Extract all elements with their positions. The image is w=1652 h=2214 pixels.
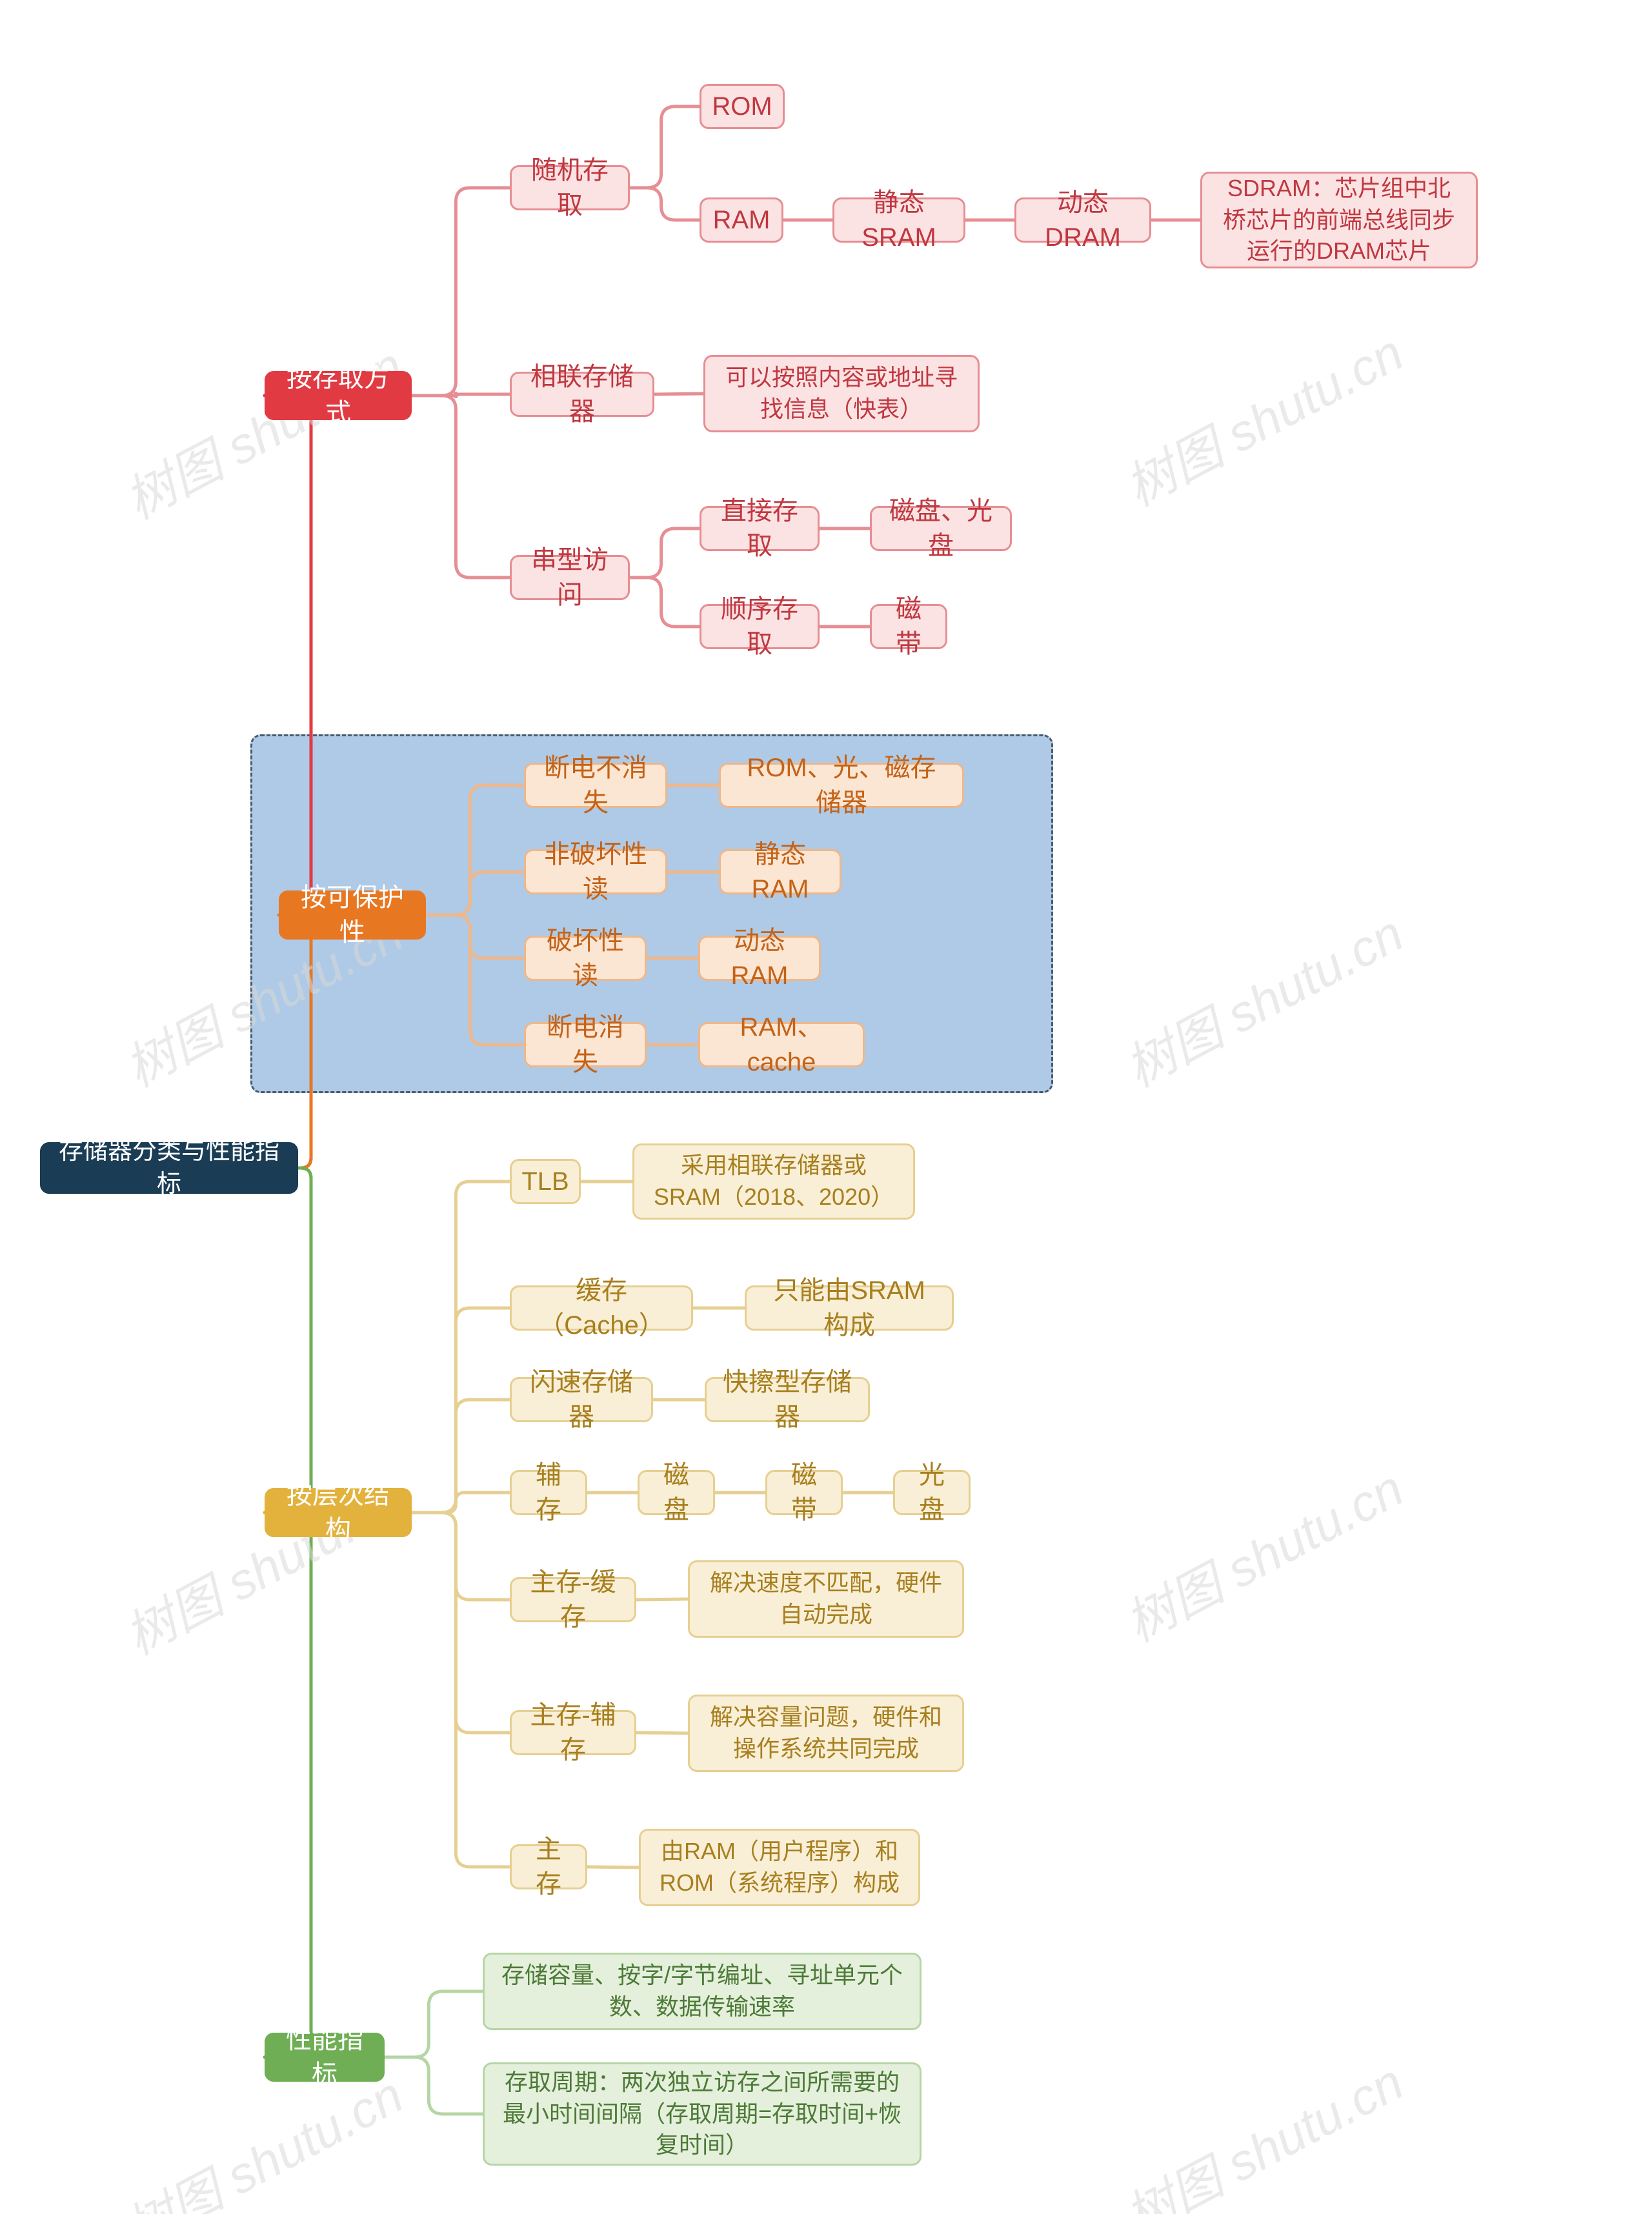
edge-b1a-b1a2 (630, 188, 700, 220)
node-b4a: 存储容量、按字/字节编址、寻址单元个数、数据传输速率 (483, 1953, 922, 2030)
edge-b1c-b1c1 (630, 528, 700, 578)
node-b1a2: RAM (700, 197, 783, 243)
node-b3: 按层次结构 (265, 1488, 412, 1537)
node-b3a1: 采用相联存储器或SRAM（2018、2020） (632, 1143, 915, 1220)
node-b1c2: 顺序存取 (700, 604, 820, 649)
node-b3d1: 磁盘 (638, 1470, 715, 1515)
node-b3f1: 解决容量问题，硬件和操作系统共同完成 (688, 1695, 964, 1772)
node-b3a: TLB (510, 1159, 581, 1204)
node-b3e1: 解决速度不匹配，硬件自动完成 (688, 1560, 964, 1638)
edge-b3-b3a (412, 1182, 510, 1513)
node-b1a: 随机存取 (510, 165, 630, 210)
edge-b4-b4a (385, 1991, 483, 2057)
node-b1c1a: 磁盘、光盘 (870, 506, 1012, 551)
edge-b3-b3f (412, 1513, 510, 1733)
node-b2c1: 动态RAM (698, 936, 821, 981)
edge-b4-b4b (385, 2057, 483, 2114)
edge-root-b3 (265, 1168, 321, 1513)
node-b2: 按可保护性 (279, 891, 426, 940)
node-b1a1: ROM (700, 84, 785, 129)
node-b2c: 破坏性读 (524, 936, 647, 981)
edge-b3-b3e (412, 1513, 510, 1600)
node-b4: 性能指标 (265, 2033, 385, 2082)
node-b3c1: 快擦型存储器 (705, 1377, 870, 1422)
node-b2d: 断电消失 (524, 1022, 647, 1067)
node-b1: 按存取方式 (265, 371, 412, 420)
node-b3d3: 光盘 (893, 1470, 971, 1515)
node-b3g1: 由RAM（用户程序）和ROM（系统程序）构成 (639, 1829, 920, 1906)
node-b2b: 非破坏性读 (524, 849, 667, 894)
node-b1b1: 可以按照内容或地址寻找信息（快表） (703, 355, 980, 432)
edge-b1-b1b (412, 392, 510, 398)
node-b3d2: 磁带 (765, 1470, 843, 1515)
node-b1c2a: 磁带 (870, 604, 947, 649)
edge-b1-b1a (412, 188, 510, 396)
edge-b1a-b1a1 (630, 106, 700, 188)
node-b3b1: 只能由SRAM构成 (745, 1285, 954, 1331)
node-root: 存储器分类与性能指标 (40, 1142, 298, 1194)
edge-b3-b3b (412, 1308, 510, 1513)
node-b3d: 辅存 (510, 1470, 587, 1515)
watermark: 树图 shutu.cn (1111, 894, 1414, 1102)
edge-b3-b3d (412, 1493, 510, 1513)
node-b3g: 主存 (510, 1844, 587, 1889)
edge-root-b4 (265, 1168, 321, 2057)
node-b2b1: 静态RAM (719, 849, 841, 894)
node-b1a2b: 动态DRAM (1014, 197, 1151, 243)
node-b2a: 断电不消失 (524, 763, 667, 808)
node-b3e: 主存-缓存 (510, 1577, 636, 1622)
node-b3f: 主存-辅存 (510, 1710, 636, 1755)
edge-b1-b1c (412, 396, 510, 578)
watermark: 树图 shutu.cn (1111, 314, 1414, 521)
edge-b1c-b1c2 (630, 578, 700, 627)
node-b1a2a: 静态SRAM (832, 197, 965, 243)
mindmap-canvas: 树图 shutu.cn 树图 shutu.cn 树图 shutu.cn 树图 shut… (0, 0, 1652, 2214)
node-b3c: 闪速存储器 (510, 1377, 653, 1422)
node-b3b: 缓存（Cache） (510, 1285, 693, 1331)
node-b2a1: ROM、光、磁存储器 (719, 763, 964, 808)
edge-b3e-b3e1 (636, 1599, 688, 1600)
node-b1a2c: SDRAM：芯片组中北桥芯片的前端总线同步运行的DRAM芯片 (1200, 172, 1478, 268)
watermark: 树图 shutu.cn (1111, 1449, 1414, 1656)
edge-b3-b3c (412, 1400, 510, 1513)
node-b1b: 相联存储器 (510, 372, 654, 417)
node-b4b: 存取周期：两次独立访存之间所需要的最小时间间隔（存取周期=存取时间+恢复时间） (483, 2062, 922, 2166)
watermark: 树图 shutu.cn (1111, 2043, 1414, 2214)
edge-b3-b3g (412, 1513, 510, 1867)
node-b1c: 串型访问 (510, 555, 630, 600)
node-b2d1: RAM、cache (698, 1022, 865, 1067)
node-b1c1: 直接存取 (700, 506, 820, 551)
